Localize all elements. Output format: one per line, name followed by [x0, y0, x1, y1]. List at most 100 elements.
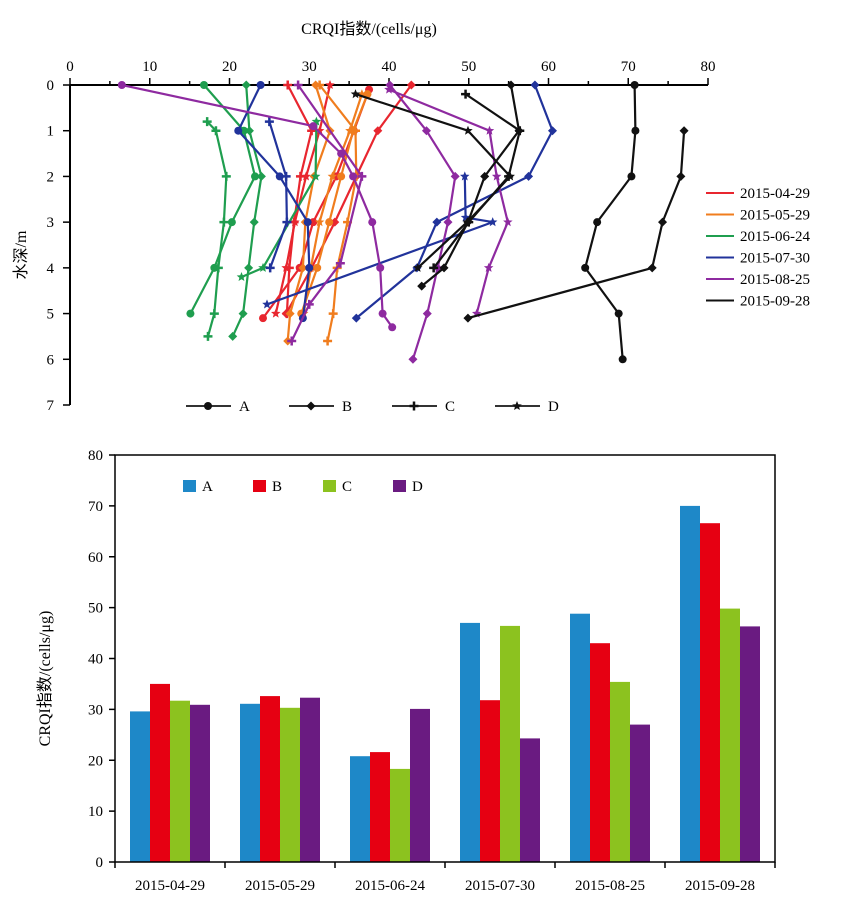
data-point: [614, 309, 623, 318]
data-point: [213, 263, 223, 273]
data-point: [219, 217, 229, 227]
top-axes: 0 10 20 30 40 50 60 70 80 0 1 2 3 4 5 6 7: [47, 59, 716, 414]
bar-legend-label: C: [342, 479, 352, 495]
data-point: [676, 171, 686, 181]
data-point: [460, 171, 470, 181]
data-point: [304, 299, 314, 309]
date-legend-label: 2015-09-28: [740, 294, 810, 310]
data-point: [301, 171, 311, 181]
series-2015-09-28-A: [581, 81, 640, 364]
data-point: [647, 263, 657, 273]
data-point: [443, 217, 453, 227]
data-point: [384, 84, 394, 94]
data-point: [679, 126, 689, 136]
bar-legend-label: D: [412, 479, 423, 495]
series-2015-06-24-B: [228, 80, 266, 341]
depth-profile-chart: CRQI指数/(cells/μg) 水深/m 0 10 20 30 40 50 60 70 80…: [12, 20, 810, 415]
bar-A-2015-04-29: [130, 711, 150, 862]
bar-D-2015-05-29: [300, 697, 320, 862]
data-point: [631, 126, 640, 135]
data-point: [581, 263, 590, 272]
data-point: [285, 309, 295, 319]
bottom-y-tick-label: 20: [88, 753, 103, 769]
data-point: [238, 309, 248, 319]
data-point: [310, 171, 321, 181]
data-point: [429, 263, 439, 273]
bar-A-2015-05-29: [240, 703, 260, 862]
marker-legend-symbol: [409, 401, 419, 411]
data-point: [325, 218, 334, 227]
data-point: [491, 171, 502, 181]
series-2015-07-30-C: [264, 117, 292, 273]
series-line: [355, 93, 512, 269]
series-2015-07-30-A: [234, 81, 314, 323]
series-2015-08-25-B: [385, 80, 460, 364]
data-point: [287, 336, 297, 346]
data-point: [209, 309, 219, 319]
bar-legend-label: B: [272, 479, 282, 495]
bottom-x-tick-label: 2015-08-25: [575, 878, 645, 894]
series-2015-07-30-B: [351, 80, 557, 323]
series-line: [355, 84, 554, 319]
data-point: [275, 172, 284, 181]
data-point: [328, 309, 338, 319]
data-point: [323, 336, 333, 346]
date-legend-label: 2015-08-25: [740, 272, 810, 288]
data-point: [658, 217, 668, 227]
data-point: [385, 80, 395, 90]
marker-legend-symbol: [306, 401, 316, 411]
series-2015-06-24-C: [202, 117, 231, 341]
date-legend-label: 2015-05-29: [740, 208, 810, 224]
top-x-tick-label: 40: [382, 59, 397, 75]
data-point: [337, 172, 346, 181]
data-point: [373, 126, 383, 136]
bottom-x-tick-label: 2015-05-29: [245, 878, 315, 894]
series-2015-09-28-E: [463, 126, 689, 323]
bottom-y-tick-label: 80: [88, 448, 103, 464]
bar-legend-swatch: [253, 480, 266, 492]
bar-B-2015-09-28: [700, 523, 720, 862]
bar-legend-label: A: [202, 479, 213, 495]
data-point: [351, 313, 361, 323]
marker-legend-label: C: [445, 399, 455, 415]
data-point: [618, 355, 627, 364]
bar-legend-swatch: [323, 480, 336, 492]
top-y-tick-label: 7: [47, 398, 55, 414]
series-line: [274, 84, 332, 314]
series-line: [206, 120, 228, 337]
data-point: [227, 218, 236, 227]
data-point: [524, 171, 534, 181]
data-point: [271, 308, 281, 318]
data-point: [487, 217, 498, 227]
data-point: [376, 263, 385, 272]
bar-D-2015-07-30: [520, 738, 540, 862]
data-point: [506, 80, 516, 90]
data-point: [417, 281, 427, 291]
data-point: [461, 89, 471, 99]
date-legend-label: 2015-07-30: [740, 251, 810, 267]
data-point: [202, 117, 212, 127]
data-point: [330, 217, 340, 227]
bar-B-2015-06-24: [370, 752, 390, 862]
marker-legend-label: B: [342, 399, 352, 415]
data-point: [236, 272, 247, 281]
data-point: [293, 80, 303, 90]
data-point: [251, 172, 260, 181]
data-point: [503, 217, 513, 227]
marker-legend-symbol: [512, 401, 522, 410]
data-point: [309, 122, 318, 131]
top-x-tick-label: 60: [541, 59, 556, 75]
date-legend: 2015-04-29 2015-05-29 2015-06-24 2015-07-30…: [706, 186, 810, 310]
bar-D-2015-06-24: [410, 708, 430, 862]
bottom-y-tick-label: 40: [88, 652, 103, 668]
series-2015-06-24-A: [186, 81, 260, 318]
data-point: [439, 263, 449, 273]
top-x-tick-label: 50: [461, 59, 476, 75]
bar-A-2015-09-28: [680, 505, 700, 862]
marker-legend-label: A: [239, 399, 250, 415]
bar-B-2015-05-29: [260, 696, 280, 862]
data-point: [483, 262, 494, 272]
bottom-y-tick-label: 0: [96, 855, 104, 871]
data-point: [241, 80, 251, 90]
